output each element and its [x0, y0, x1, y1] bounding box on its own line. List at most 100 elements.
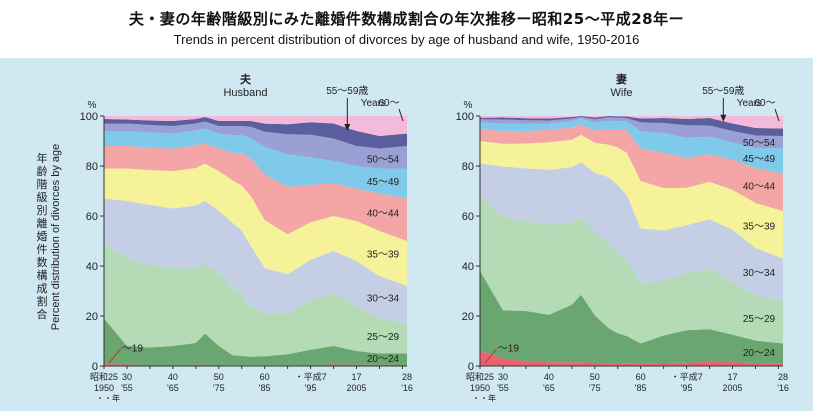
wife-xtick-label-bottom: '75	[589, 383, 601, 393]
husband-xtick-label-bottom: 1950	[94, 383, 114, 393]
wife-ytick-label: 100	[456, 111, 474, 123]
husband-xtick-label-top: ・平成7	[295, 371, 327, 382]
wife-series-label: 40～44	[743, 182, 776, 193]
wife-xtick-label-top: 50	[590, 372, 600, 382]
wife-series-label: 25～29	[743, 314, 776, 325]
wife-label-60plus: 60～	[754, 98, 775, 109]
wife-area-a55_59	[480, 116, 783, 136]
wife-area-a45_49	[480, 118, 783, 174]
wife-area-a50_54	[480, 117, 783, 149]
husband-xtick-label-top: 28	[402, 372, 412, 382]
wife-title-en: Wife	[611, 87, 633, 99]
wife-series-label: 45～49	[743, 154, 776, 165]
wife-area-a20_24	[480, 271, 783, 364]
husband-xtick-label-top: 60	[260, 372, 270, 382]
husband-label-60plus: 60～	[378, 98, 399, 109]
wife-xtick-label-top: 30	[498, 372, 508, 382]
wife-area-a60plus	[480, 116, 783, 129]
wife-arrowhead-55-59	[720, 114, 727, 122]
husband-arrowhead-55-59	[344, 124, 351, 131]
husband-ytick-label: 40	[86, 261, 98, 273]
wife-series-label: 35～39	[743, 222, 776, 233]
husband-xtick-label-top: 17	[351, 372, 361, 382]
wife-series-label: 50～54	[743, 138, 776, 149]
wife-xtick-label-top: 28	[778, 372, 788, 382]
husband-percent-unit: %	[88, 100, 97, 111]
husband-series-label: 50～54	[367, 155, 400, 166]
wife-xtick-label-top: ・平成7	[671, 371, 703, 382]
wife-area-a40_44	[480, 124, 783, 211]
husband-xtick-label-top: 30	[122, 372, 132, 382]
husband-xtick-label-bottom: '85	[259, 383, 271, 393]
husband-xtick-label-bottom: '95	[305, 383, 317, 393]
husband-area-a50_54	[104, 121, 407, 169]
wife-title-jp: 妻	[616, 72, 627, 86]
wife-xtick-label-top: 17	[727, 372, 737, 382]
wife-nen-label: ・・年	[472, 393, 496, 403]
wife-xtick-label-bottom: '95	[681, 383, 693, 393]
wife-ytick-label: 60	[462, 211, 474, 223]
wife-ytick-label: 0	[468, 361, 474, 373]
husband-series-label: 25～29	[367, 332, 400, 343]
wife-xtick-label-bottom: 2005	[722, 383, 742, 393]
husband-series-label: 35～39	[367, 250, 400, 261]
husband-area-a55_59	[104, 117, 407, 149]
husband-series-label: 40～44	[367, 208, 400, 219]
wife-label-55-59: 55～59歳	[702, 85, 744, 97]
wife-xtick-label-bottom: 1950	[470, 383, 490, 393]
husband-xtick-label-top: 40	[168, 372, 178, 382]
wife-area-a30_34	[480, 162, 783, 301]
wife-xtick-label-bottom: '85	[635, 383, 647, 393]
wife-ytick-label: 20	[462, 311, 474, 323]
wife-area-a25_29	[480, 196, 783, 344]
husband-series-label: 30～34	[367, 293, 400, 304]
husband-nen-label: ・・年	[96, 393, 120, 403]
wife-pointer-u19	[484, 348, 498, 364]
husband-label-55-59: 55～59歳	[326, 85, 368, 97]
husband-ytick-label: 0	[92, 361, 98, 373]
wife-xtick-label-top: 60	[636, 372, 646, 382]
wife-label-u19: ～19	[498, 344, 520, 355]
wife-series-label: 30～34	[743, 268, 776, 279]
wife-area-u19	[480, 351, 783, 366]
husband-xtick-label-bottom: '55	[121, 383, 133, 393]
husband-area-a25_29	[104, 243, 407, 357]
husband-label-u19: ～19	[122, 344, 144, 355]
husband-ytick-label: 60	[86, 211, 98, 223]
husband-pointer-u19	[108, 348, 122, 364]
husband-chart: 020406080100%昭和25195030'5540'6550'7560'8…	[80, 72, 413, 403]
husband-ytick-label: 20	[86, 311, 98, 323]
husband-xtick-label-bottom: '16	[401, 383, 413, 393]
wife-xtick-label-top: 40	[544, 372, 554, 382]
husband-area-a40_44	[104, 143, 407, 241]
husband-series-label: 20～24	[367, 354, 400, 365]
husband-xtick-label-top: 昭和25	[90, 372, 118, 382]
husband-xtick-label-bottom: 2005	[346, 383, 366, 393]
wife-xtick-label-bottom: '55	[497, 383, 509, 393]
title-english: Trends in percent distribution of divorc…	[173, 32, 640, 47]
ylabel-english: Percent distribution of divorces by age	[50, 144, 62, 331]
husband-series-label: 45～49	[367, 177, 400, 188]
husband-xtick-label-bottom: '65	[167, 383, 179, 393]
wife-xtick-label-top: 昭和25	[466, 372, 494, 382]
ylabel-japanese: 年齢階級別離婚件数構成割合	[37, 151, 48, 321]
husband-area-a20_24	[104, 318, 407, 366]
husband-title-jp: 夫	[240, 72, 252, 86]
title-japanese: 夫・妻の年齢階級別にみた離婚件数構成割合の年次推移ー昭和25～平成28年ー	[128, 10, 685, 28]
husband-area-a30_34	[104, 198, 407, 324]
wife-label-years: Years	[737, 98, 762, 109]
husband-pointer-60plus	[398, 108, 404, 122]
husband-ytick-label: 100	[80, 111, 98, 123]
husband-area-a60plus	[104, 116, 407, 136]
husband-xtick-label-top: 50	[214, 372, 224, 382]
wife-xtick-label-bottom: '65	[543, 383, 555, 393]
wife-ytick-label: 80	[462, 161, 474, 173]
wife-chart: 020406080100%昭和25195030'5540'6550'7560'8…	[456, 72, 789, 403]
wife-area-a35_39	[480, 134, 783, 259]
wife-pointer-60plus	[774, 108, 780, 122]
husband-xtick-label-bottom: '75	[213, 383, 225, 393]
wife-series-label: 20～24	[743, 348, 776, 359]
husband-label-years: Years	[361, 98, 386, 109]
wife-percent-unit: %	[464, 100, 473, 111]
